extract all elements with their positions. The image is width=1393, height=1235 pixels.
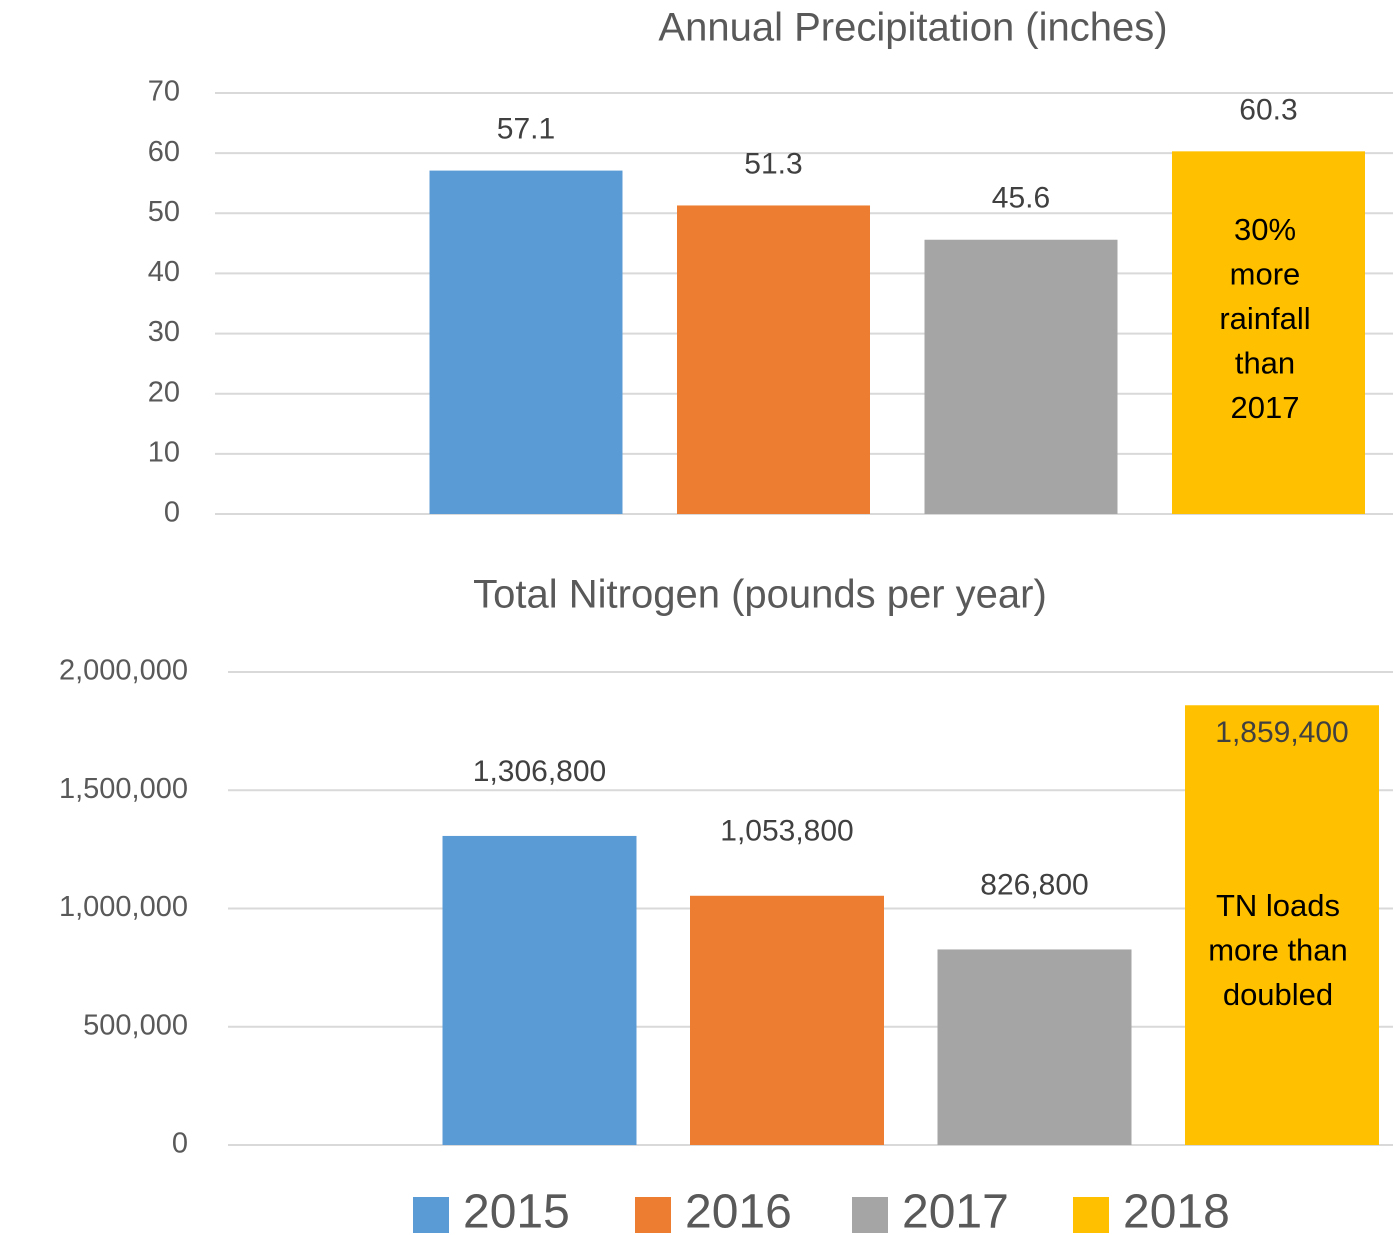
y-tick-label: 0: [172, 1128, 188, 1160]
annotation: than: [1235, 346, 1295, 381]
y-tick-label: 1,000,000: [59, 891, 188, 923]
y-tick-label: 40: [148, 256, 180, 288]
y-tick-label: 2,000,000: [59, 655, 188, 687]
chart-title: Annual Precipitation (inches): [658, 6, 1167, 50]
annotation: 30%: [1234, 212, 1296, 247]
y-tick-label: 0: [164, 497, 180, 529]
bar: [1185, 705, 1379, 1145]
annotation: TN loads: [1216, 888, 1340, 923]
annotation: doubled: [1223, 977, 1333, 1012]
y-tick-label: 30: [148, 316, 180, 348]
bar: [690, 895, 884, 1145]
value-label: 45.6: [992, 182, 1050, 215]
bar: [429, 170, 623, 514]
legend-swatch: [635, 1197, 671, 1233]
legend-label: 2018: [1123, 1186, 1230, 1235]
y-tick-label: 10: [148, 437, 180, 469]
value-label: 1,306,800: [473, 755, 606, 788]
legend-swatch: [413, 1197, 449, 1233]
annotation: more: [1230, 257, 1301, 292]
legend-label: 2015: [463, 1186, 570, 1235]
y-tick-label: 70: [148, 76, 180, 108]
value-label: 1,859,400: [1215, 716, 1348, 749]
bar: [442, 835, 637, 1145]
bar: [677, 205, 870, 514]
y-tick-label: 1,500,000: [59, 773, 188, 805]
bar: [937, 949, 1132, 1145]
annotation: more than: [1208, 933, 1348, 968]
y-tick-label: 20: [148, 376, 180, 408]
value-label: 57.1: [497, 113, 555, 146]
legend-label: 2016: [685, 1186, 792, 1235]
bar: [1172, 151, 1365, 515]
y-tick-label: 500,000: [83, 1009, 188, 1041]
value-label: 826,800: [980, 868, 1088, 901]
legend-label: 2017: [902, 1186, 1009, 1235]
bar: [924, 239, 1118, 514]
legend-swatch: [852, 1197, 888, 1233]
value-label: 60.3: [1239, 93, 1297, 126]
annotation: rainfall: [1219, 301, 1310, 336]
legend-swatch: [1073, 1197, 1109, 1233]
annotation: 2017: [1231, 390, 1300, 425]
value-label: 1,053,800: [720, 815, 853, 848]
y-tick-label: 50: [148, 196, 180, 228]
chart-title: Total Nitrogen (pounds per year): [473, 573, 1047, 617]
value-label: 51.3: [744, 147, 802, 180]
y-tick-label: 60: [148, 136, 180, 168]
